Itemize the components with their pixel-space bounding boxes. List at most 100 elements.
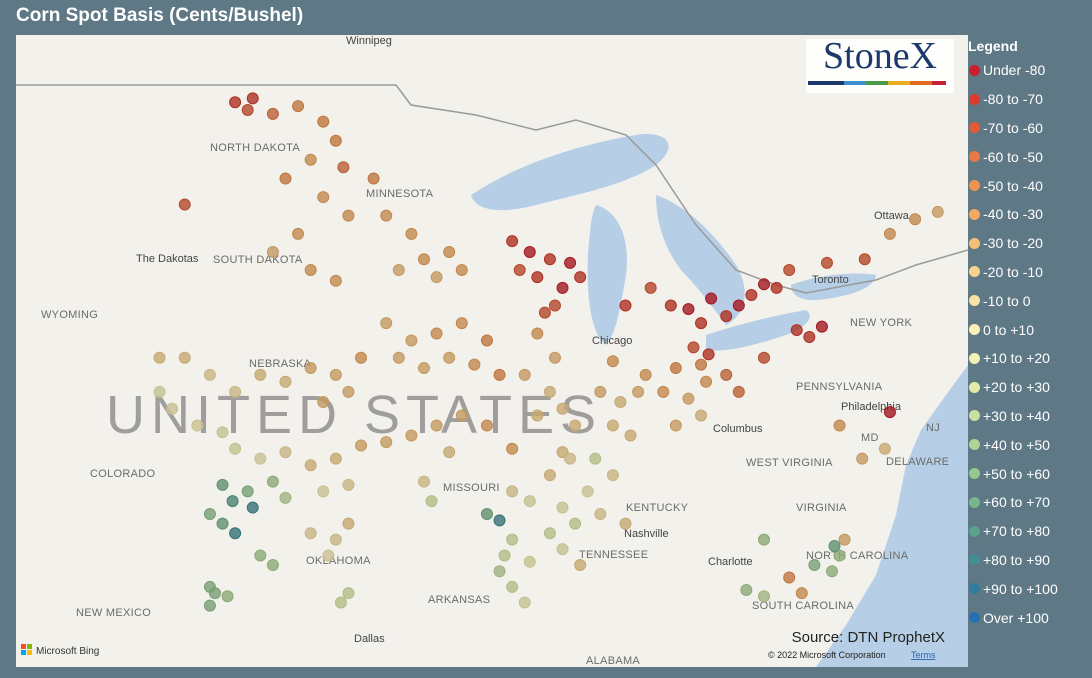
terms-link[interactable]: Terms — [911, 650, 936, 660]
legend-item: 0 to +10 — [968, 315, 1090, 344]
site-point — [304, 527, 317, 540]
site-point — [732, 299, 745, 312]
site-point — [828, 539, 841, 552]
legend-swatch — [969, 151, 980, 163]
site-point — [380, 436, 393, 449]
site-point — [632, 385, 645, 398]
site-point — [241, 485, 254, 498]
place-label: NEW MEXICO — [76, 607, 151, 619]
site-point — [317, 396, 330, 409]
legend-item: -70 to -60 — [968, 114, 1090, 143]
site-point — [783, 571, 796, 584]
site-point — [455, 264, 468, 277]
legend-swatch — [969, 352, 980, 364]
site-point — [480, 508, 493, 521]
place-label: COLORADO — [90, 468, 155, 480]
legend-swatch — [969, 410, 980, 422]
place-label: WEST VIRGINIA — [746, 457, 833, 469]
site-point — [682, 392, 695, 405]
site-point — [392, 264, 405, 277]
site-point — [878, 442, 891, 455]
site-point — [682, 303, 695, 316]
site-point — [556, 281, 569, 294]
site-point — [329, 134, 342, 147]
site-point — [639, 368, 652, 381]
place-label: Nashville — [624, 528, 669, 540]
site-point — [838, 533, 851, 546]
legend-swatch — [969, 381, 980, 393]
site-point — [758, 278, 770, 291]
site-point — [322, 549, 335, 562]
site-point — [695, 317, 708, 330]
site-point — [355, 439, 368, 452]
legend-swatch — [969, 64, 980, 76]
legend-label: +20 to +30 — [983, 379, 1050, 396]
site-point — [166, 402, 179, 415]
legend-item: +40 to +50 — [968, 430, 1090, 459]
site-point — [468, 358, 481, 371]
site-point — [556, 402, 569, 415]
legend-label: +50 to +60 — [983, 465, 1050, 482]
legend-label: +60 to +70 — [983, 494, 1050, 511]
site-point — [279, 446, 292, 459]
site-point — [745, 288, 758, 301]
legend-label: -50 to -40 — [983, 177, 1043, 194]
legend-swatch — [969, 554, 980, 566]
place-label: Charlotte — [708, 556, 753, 568]
place-label: SOUTH CAROLINA — [752, 600, 854, 612]
legend-item: -50 to -40 — [968, 171, 1090, 200]
site-point — [664, 299, 677, 312]
legend-label: +70 to +80 — [983, 523, 1050, 540]
site-point — [695, 409, 708, 422]
site-point — [556, 501, 569, 514]
place-label: PENNSYLVANIA — [796, 381, 883, 393]
legend-swatch — [969, 266, 980, 278]
site-point — [783, 264, 796, 277]
site-point — [405, 227, 418, 240]
site-point — [538, 306, 551, 319]
site-point — [858, 253, 871, 266]
lake — [791, 273, 876, 301]
site-point — [705, 292, 718, 305]
logo-stripe — [844, 81, 866, 85]
site-point — [203, 599, 216, 612]
bing-logo — [27, 644, 32, 649]
site-point — [229, 442, 242, 455]
site-point — [292, 100, 305, 113]
site-point — [594, 508, 607, 521]
site-point — [758, 590, 770, 603]
site-point — [564, 256, 577, 269]
site-point — [342, 587, 355, 600]
site-point — [909, 213, 922, 226]
place-label: KENTUCKY — [626, 502, 689, 514]
site-point — [329, 274, 342, 287]
legend-label: -70 to -60 — [983, 119, 1043, 136]
site-point — [569, 517, 582, 530]
points — [153, 92, 944, 612]
site-point — [702, 348, 715, 361]
site-point — [770, 281, 783, 294]
site-point — [329, 452, 342, 465]
site-point — [548, 351, 561, 364]
site-point — [342, 517, 355, 530]
site-point — [606, 419, 619, 432]
site-point — [518, 596, 531, 609]
place-label: MISSOURI — [443, 482, 500, 494]
site-point — [556, 446, 569, 459]
place-label: ARKANSAS — [428, 594, 490, 606]
site-point — [758, 351, 770, 364]
site-point — [279, 172, 292, 185]
site-point — [480, 419, 493, 432]
site-point — [380, 209, 393, 222]
site-point — [594, 385, 607, 398]
site-point — [329, 533, 342, 546]
site-point — [229, 96, 242, 109]
logo-stripe — [866, 81, 888, 85]
site-point — [506, 235, 519, 248]
site-point — [518, 368, 531, 381]
site-point — [506, 442, 519, 455]
site-point — [543, 469, 556, 482]
legend-label: -30 to -20 — [983, 235, 1043, 252]
site-point — [644, 281, 657, 294]
legend-item: +80 to +90 — [968, 546, 1090, 575]
